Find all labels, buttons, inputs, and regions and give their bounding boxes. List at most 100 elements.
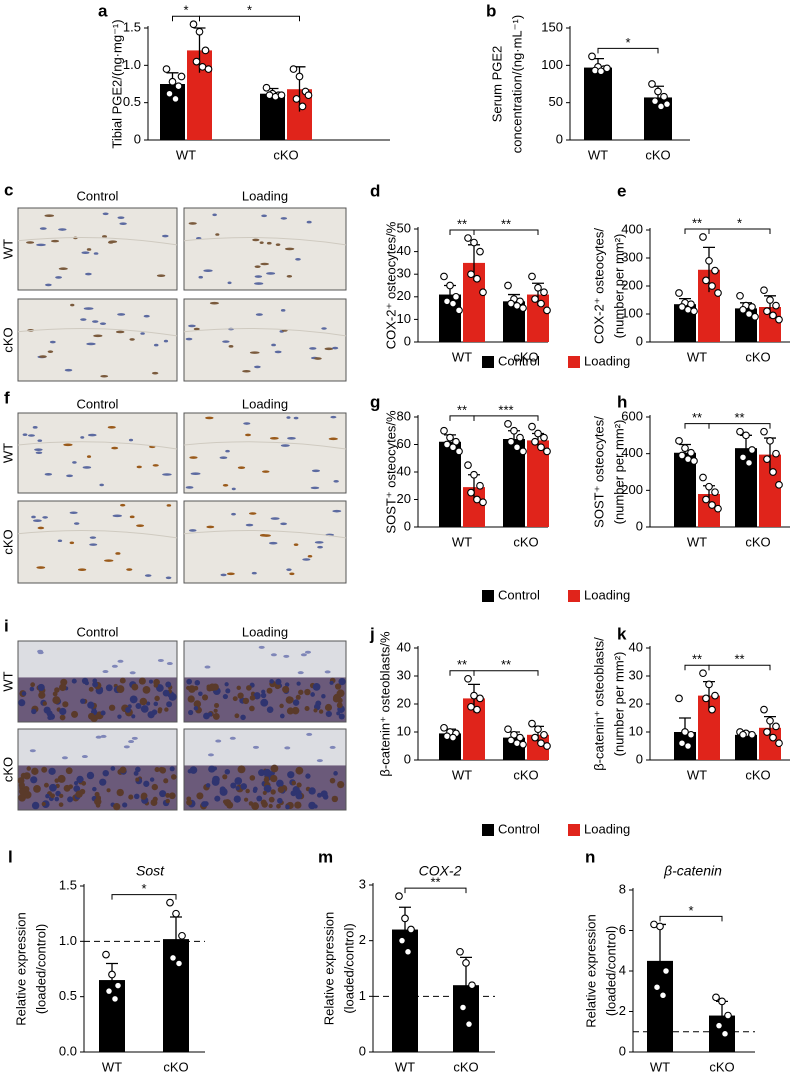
- cell: [133, 770, 139, 776]
- x-tick-label: cKO: [745, 349, 770, 364]
- data-point: [659, 991, 667, 1000]
- cell: [123, 745, 130, 749]
- cell: [286, 707, 294, 715]
- cell: [259, 534, 267, 537]
- cell: [148, 679, 154, 684]
- cell: [154, 767, 160, 773]
- cell: [253, 692, 261, 700]
- significance-label: **: [457, 402, 467, 417]
- cell: [143, 314, 150, 318]
- cell: [243, 797, 249, 802]
- cell: [140, 794, 147, 800]
- data-point: [745, 310, 753, 318]
- x-tick-label: cKO: [513, 767, 538, 782]
- panel-letter: d: [370, 181, 380, 200]
- y-tick-label: 80: [397, 408, 411, 423]
- cell: [166, 662, 173, 666]
- cell: [317, 545, 323, 549]
- y-axis-label: (number per mm²): [611, 420, 626, 525]
- y-tick-label: 30: [397, 266, 411, 281]
- y-axis-label: (loaded/control): [33, 924, 48, 1014]
- data-point: [736, 291, 744, 300]
- cell: [66, 474, 73, 478]
- bar: [674, 452, 696, 527]
- cell: [219, 456, 228, 460]
- data-point: [760, 286, 768, 295]
- cell: [277, 786, 285, 793]
- cell: [37, 439, 43, 442]
- data-point: [105, 987, 113, 995]
- cell: [249, 775, 256, 781]
- y-axis-label: COX-2⁺ osteocytes/: [591, 228, 606, 344]
- cell: [162, 234, 169, 238]
- data-point: [175, 959, 183, 968]
- significance-bracket: [111, 894, 177, 900]
- chart-title: β-catenin: [663, 863, 722, 879]
- cell: [310, 692, 315, 697]
- data-point: [449, 299, 457, 308]
- cell: [246, 685, 252, 691]
- cell: [81, 755, 88, 759]
- cell: [334, 683, 342, 690]
- cell: [186, 799, 193, 806]
- significance-label: **: [692, 652, 702, 667]
- cell: [251, 571, 257, 575]
- cell: [116, 685, 125, 694]
- cell: [31, 801, 40, 810]
- y-tick-label: 20: [397, 695, 411, 710]
- cell: [193, 706, 199, 711]
- cell: [163, 778, 169, 784]
- cell: [42, 516, 48, 519]
- micrograph-background: [17, 412, 178, 494]
- y-tick-label: 60: [397, 436, 411, 451]
- cell: [131, 736, 138, 740]
- bar: [527, 440, 549, 527]
- cell: [47, 350, 54, 353]
- significance-label: *: [247, 3, 252, 18]
- cell: [185, 337, 193, 341]
- cell: [41, 801, 46, 807]
- cell: [135, 777, 140, 782]
- column-label: Loading: [242, 396, 288, 411]
- cell: [170, 774, 177, 780]
- data-point: [702, 276, 710, 285]
- cell: [220, 573, 227, 577]
- cell: [58, 267, 68, 271]
- cell: [133, 793, 140, 800]
- cell: [20, 772, 27, 779]
- cell: [228, 345, 234, 348]
- significance-label: *: [141, 881, 146, 896]
- cell: [89, 536, 97, 539]
- chart-title: Sost: [136, 863, 165, 879]
- cell: [154, 695, 160, 702]
- data-point: [531, 733, 539, 742]
- cell: [34, 448, 43, 451]
- cell: [284, 682, 290, 687]
- cell: [266, 687, 273, 694]
- micrograph-image: [17, 412, 178, 494]
- cell: [102, 670, 109, 674]
- y-axis-label: (loaded/control): [341, 923, 356, 1013]
- row-label: cKO: [0, 529, 15, 554]
- cell: [324, 347, 334, 351]
- cell: [102, 769, 109, 777]
- cell: [337, 780, 345, 789]
- panel-letter: c: [4, 180, 13, 199]
- cell: [286, 568, 292, 571]
- data-point: [504, 420, 512, 428]
- cell: [194, 679, 201, 686]
- cell: [37, 526, 45, 530]
- cell: [224, 682, 229, 687]
- data-point: [748, 730, 756, 739]
- data-point: [479, 498, 487, 507]
- cell: [92, 681, 99, 688]
- cell: [215, 739, 222, 743]
- x-tick-label: WT: [687, 349, 707, 364]
- cell: [222, 693, 228, 700]
- cell: [115, 330, 125, 334]
- significance-label: *: [688, 903, 693, 918]
- data-point: [519, 740, 527, 749]
- data-point: [174, 82, 183, 91]
- cell: [261, 801, 268, 808]
